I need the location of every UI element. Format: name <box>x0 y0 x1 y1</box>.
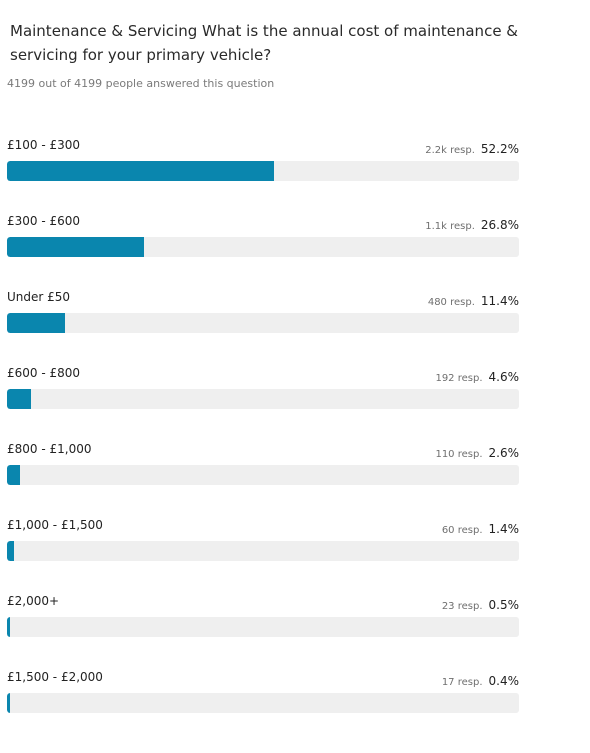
bar-fill <box>7 237 145 257</box>
option-label: £600 - £800 <box>7 366 81 380</box>
result-row: £300 - £600 1.1k resp. 26.8% <box>7 214 519 262</box>
percent-value: 4.6% <box>488 370 520 384</box>
option-label: £1,000 - £1,500 <box>7 518 103 532</box>
result-row: Under £50 480 resp. 11.4% <box>7 290 519 338</box>
bar-fill <box>7 465 21 485</box>
response-count: 60 resp. <box>441 525 483 536</box>
bar-fill <box>7 161 275 181</box>
result-row: £600 - £800 192 resp. 4.6% <box>7 366 519 414</box>
bar-fill <box>7 541 15 561</box>
bar-track <box>7 617 519 637</box>
response-count: 17 resp. <box>441 677 483 688</box>
bar-track <box>7 541 519 561</box>
option-stats: 192 resp. 4.6% <box>435 366 519 385</box>
option-label: £1,500 - £2,000 <box>7 670 103 684</box>
result-row: £1,500 - £2,000 17 resp. 0.4% <box>7 670 519 718</box>
bar-track <box>7 237 519 257</box>
percent-value: 11.4% <box>480 294 519 308</box>
option-stats: 480 resp. 11.4% <box>428 290 519 309</box>
bar-track <box>7 693 519 713</box>
result-row: £2,000+ 23 resp. 0.5% <box>7 594 519 642</box>
response-count: 1.1k resp. <box>425 221 475 232</box>
result-row: £1,000 - £1,500 60 resp. 1.4% <box>7 518 519 566</box>
option-stats: 2.2k resp. 52.2% <box>425 138 519 157</box>
response-count: 23 resp. <box>441 601 483 612</box>
option-label: £100 - £300 <box>7 138 81 152</box>
bar-fill <box>7 693 10 713</box>
bar-track <box>7 389 519 409</box>
bar-fill <box>7 313 66 333</box>
bar-track <box>7 161 519 181</box>
bar-track <box>7 465 519 485</box>
bar-track <box>7 313 519 333</box>
percent-value: 0.5% <box>488 598 520 612</box>
percent-value: 0.4% <box>488 674 520 688</box>
response-count: 480 resp. <box>427 297 475 308</box>
option-label: £300 - £600 <box>7 214 81 228</box>
percent-value: 52.2% <box>480 142 519 156</box>
percent-value: 26.8% <box>480 218 519 232</box>
bar-fill <box>7 389 31 409</box>
option-stats: 110 resp. 2.6% <box>435 442 519 461</box>
bar-fill <box>7 617 10 637</box>
response-count: 110 resp. <box>435 449 483 460</box>
result-row: £800 - £1,000 110 resp. 2.6% <box>7 442 519 490</box>
result-row: £100 - £300 2.2k resp. 52.2% <box>7 138 519 186</box>
option-stats: 1.1k resp. 26.8% <box>425 214 519 233</box>
option-label: Under £50 <box>7 290 71 304</box>
option-stats: 23 resp. 0.5% <box>442 594 519 613</box>
option-label: £2,000+ <box>7 594 60 608</box>
answered-count: 4199 out of 4199 people answered this qu… <box>7 77 275 90</box>
percent-value: 2.6% <box>488 446 520 460</box>
option-stats: 17 resp. 0.4% <box>442 670 519 689</box>
option-label: £800 - £1,000 <box>7 442 92 456</box>
response-count: 192 resp. <box>435 373 483 384</box>
response-count: 2.2k resp. <box>425 145 475 156</box>
option-stats: 60 resp. 1.4% <box>442 518 519 537</box>
percent-value: 1.4% <box>488 522 520 536</box>
question-title: Maintenance & Servicing What is the annu… <box>10 22 519 64</box>
